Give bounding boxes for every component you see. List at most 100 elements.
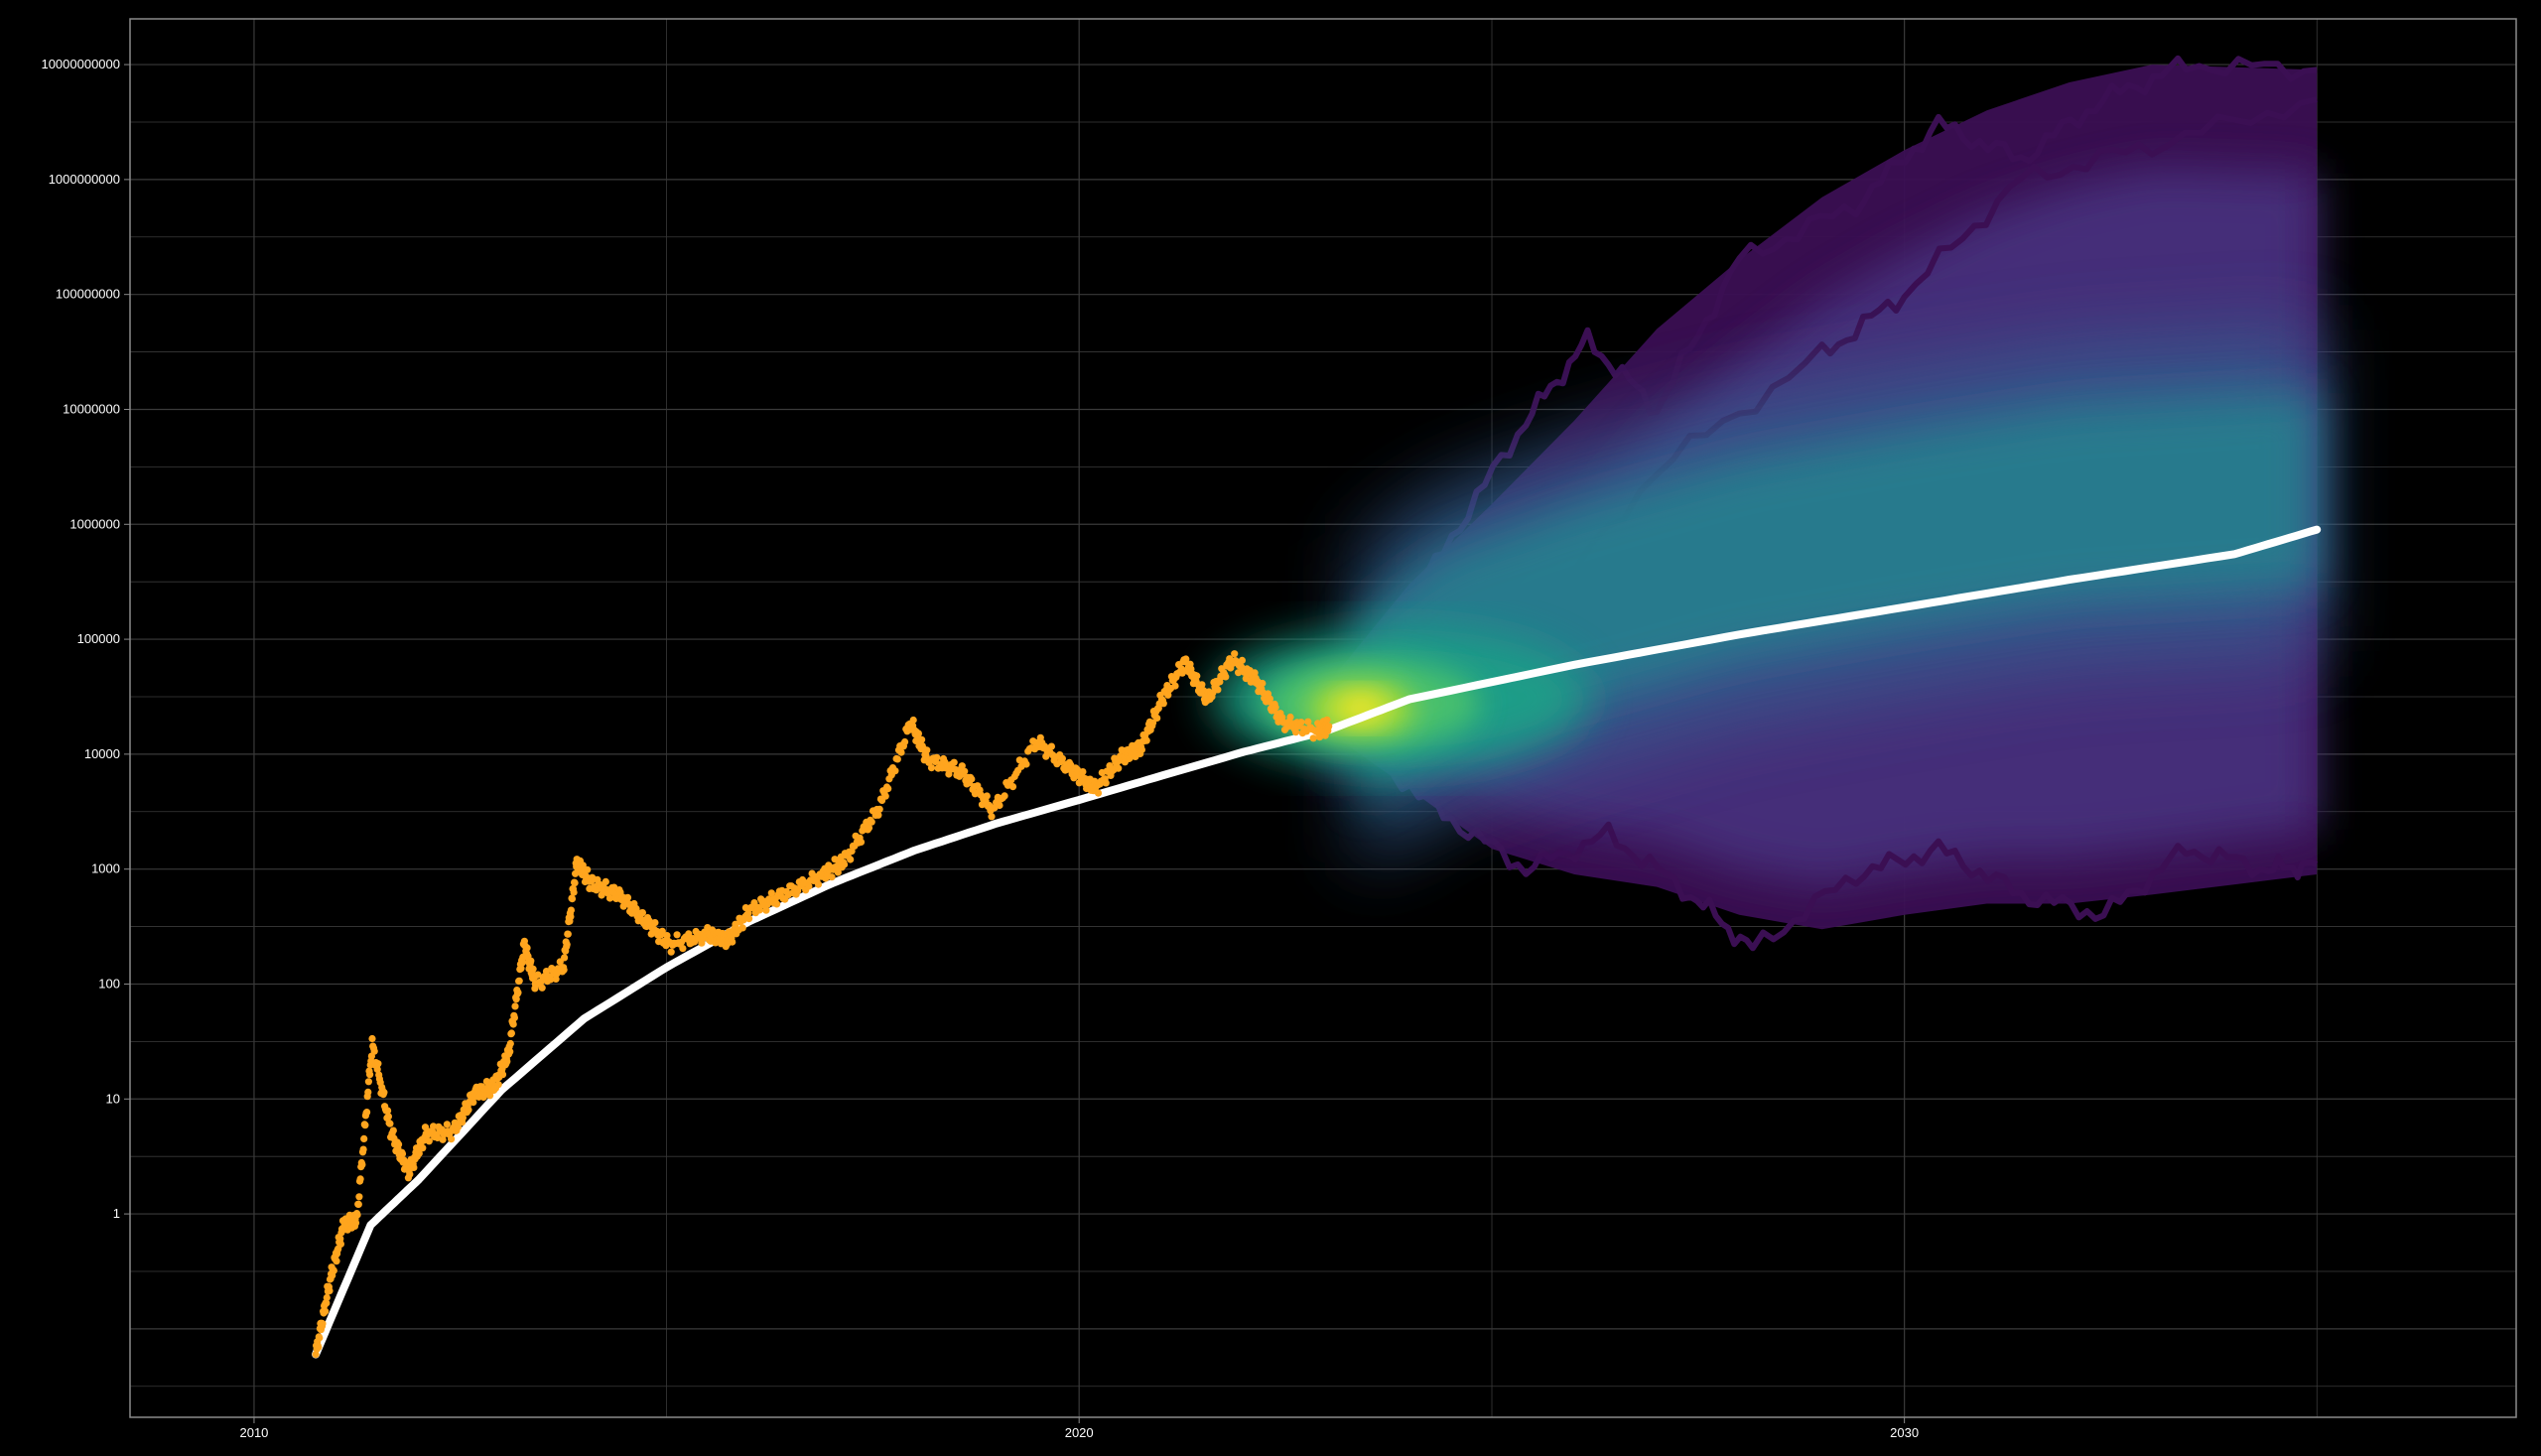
price-point [1323, 716, 1331, 724]
price-point [415, 1149, 423, 1157]
price-point [368, 1034, 376, 1043]
price-point [1022, 760, 1030, 768]
price-point [1142, 736, 1150, 744]
y-tick-label: 10 [106, 1091, 120, 1106]
y-tick-label: 100000000 [56, 287, 120, 302]
price-point [1304, 718, 1312, 726]
x-tick-label: 2030 [1890, 1425, 1919, 1440]
price-point [1137, 745, 1145, 754]
price-point [547, 976, 555, 984]
price-point [560, 966, 568, 974]
price-point [1286, 713, 1294, 722]
price-point [814, 880, 823, 888]
price-point [968, 775, 976, 783]
price-point [1115, 764, 1123, 772]
price-point [1238, 656, 1246, 665]
price-point [744, 909, 752, 917]
price-point [514, 989, 522, 996]
price-point [755, 906, 763, 914]
price-point [729, 938, 736, 946]
extreme-simulated-path [1358, 55, 2318, 701]
price-point [988, 813, 996, 821]
price-point [1182, 655, 1190, 663]
y-tick-label: 100000 [77, 631, 120, 646]
price-point [875, 805, 883, 813]
price-point [361, 1122, 369, 1129]
price-point [552, 975, 560, 984]
price-point [333, 1257, 340, 1265]
x-tick-label: 2020 [1065, 1425, 1094, 1440]
price-point [315, 1343, 323, 1351]
price-point [515, 977, 523, 985]
price-point [1291, 728, 1300, 736]
price-point [927, 764, 936, 772]
price-point [663, 932, 671, 940]
price-point [958, 762, 966, 770]
price-point [498, 1071, 507, 1079]
price-point [893, 755, 901, 763]
price-point [1008, 783, 1017, 791]
price-point [762, 906, 770, 914]
price-point [1325, 723, 1333, 730]
price-point [623, 893, 632, 902]
price-point [874, 811, 882, 819]
price-point [570, 888, 578, 896]
price-point [366, 1071, 374, 1079]
price-point [1266, 695, 1273, 703]
price-point [469, 1099, 477, 1107]
price-point [363, 1109, 371, 1117]
price-point [673, 931, 681, 939]
price-point [370, 1047, 378, 1055]
price-point [529, 965, 537, 973]
price-point [750, 899, 758, 907]
price-point [983, 792, 991, 800]
price-point [360, 1134, 368, 1142]
price-point [767, 889, 775, 897]
price-point [326, 1287, 334, 1295]
trend-line [312, 525, 2322, 1359]
price-point [494, 1081, 502, 1089]
price-point [884, 785, 892, 793]
price-point [538, 984, 546, 992]
price-point [319, 1320, 327, 1328]
price-point [421, 1124, 430, 1131]
price-point [828, 873, 836, 881]
price-point [1271, 704, 1279, 712]
price-point [518, 959, 526, 967]
price-point [527, 957, 535, 965]
price-point [651, 919, 659, 927]
price-point [511, 1002, 519, 1010]
price-point [509, 1020, 517, 1028]
price-point [355, 1193, 363, 1201]
density-band-core [1361, 392, 2318, 806]
price-point [419, 1144, 427, 1152]
price-point [891, 767, 899, 775]
price-point [996, 801, 1003, 810]
price-point [1079, 768, 1087, 776]
y-tick-label: 10000000 [63, 401, 120, 416]
price-point [667, 948, 675, 956]
price-series [312, 650, 1333, 1359]
price-point [638, 909, 647, 917]
price-point [961, 767, 969, 775]
price-point [323, 1299, 331, 1307]
price-point [602, 877, 609, 886]
price-point [897, 748, 905, 756]
price-point [571, 879, 579, 887]
x-tick-label: 2010 [239, 1425, 268, 1440]
price-point [847, 856, 855, 863]
price-point [448, 1135, 456, 1143]
price-point [425, 1137, 433, 1145]
price-point [834, 868, 842, 876]
price-point [517, 965, 525, 973]
price-point [406, 1170, 414, 1178]
price-point [1094, 789, 1103, 797]
price-point [374, 1060, 382, 1068]
price-point [454, 1124, 463, 1131]
price-point [384, 1113, 392, 1121]
price-point [354, 1200, 362, 1208]
price-point [351, 1219, 360, 1227]
price-point [364, 1088, 372, 1096]
price-point [685, 930, 693, 938]
extreme-simulated-path [1360, 740, 2319, 952]
